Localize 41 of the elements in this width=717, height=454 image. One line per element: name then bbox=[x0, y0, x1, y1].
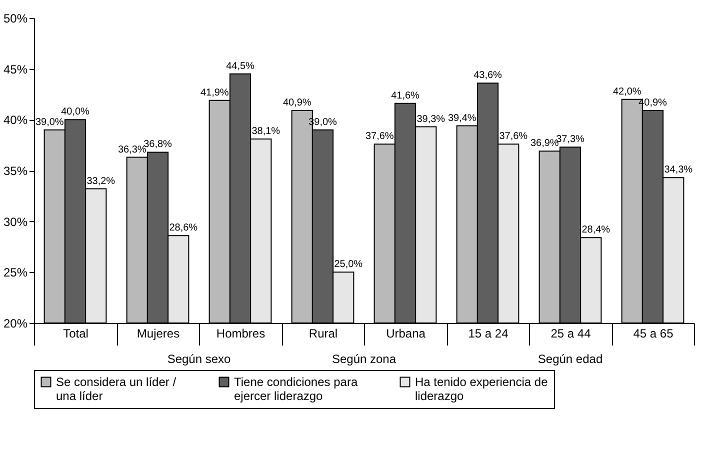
y-tick-label: 20% bbox=[3, 316, 28, 330]
data-label: 42,0% bbox=[612, 86, 642, 98]
data-label: 28,6% bbox=[169, 222, 198, 234]
y-tick-label: 45% bbox=[3, 62, 28, 76]
data-label: 25,0% bbox=[334, 259, 363, 270]
data-label: 41,6% bbox=[391, 90, 420, 102]
data-label: 39,4% bbox=[448, 112, 476, 124]
legend-label: Se considera un líder / una líder bbox=[56, 375, 177, 403]
x-tick-label: 25 a 44 bbox=[550, 326, 592, 340]
data-label: 40,0% bbox=[61, 106, 90, 118]
x-tick-label: 15 a 24 bbox=[468, 326, 509, 340]
x-tick-label: 45 a 65 bbox=[633, 326, 674, 340]
y-tick-label: 30% bbox=[3, 214, 28, 229]
data-label: 39,3% bbox=[416, 114, 446, 125]
data-label: 37,6% bbox=[365, 131, 394, 142]
x-tick-label: Hombres bbox=[216, 326, 266, 340]
data-label: 39,0% bbox=[35, 116, 64, 128]
x-tick-label: Mujeres bbox=[136, 326, 180, 340]
x-tick-label: Urbana bbox=[386, 326, 426, 340]
text: Según zona bbox=[332, 352, 396, 366]
y-tick-label: 50% bbox=[3, 12, 28, 26]
data-label: 43,6% bbox=[474, 70, 502, 82]
data-label: 37,6% bbox=[499, 131, 528, 142]
data-label: 40,9% bbox=[282, 98, 312, 109]
data-label: 41,9% bbox=[200, 87, 229, 98]
text: Según sexo bbox=[167, 352, 232, 366]
x-tick-label: Total bbox=[63, 326, 88, 340]
data-label: 28,4% bbox=[582, 224, 610, 236]
y-tick-label: 35% bbox=[3, 164, 28, 178]
text: Según edad bbox=[538, 352, 603, 366]
data-label: 38,1% bbox=[252, 126, 280, 137]
legend-label: Ha tenido experiencia de liderazgo bbox=[415, 375, 548, 403]
x-tick-label: Rural bbox=[308, 326, 338, 340]
data-label: 36,3% bbox=[118, 144, 146, 156]
legend-label: Tiene condiciones para ejercer liderazgo bbox=[234, 375, 358, 403]
y-tick-label: 25% bbox=[3, 266, 28, 280]
data-label: 33,2% bbox=[86, 176, 116, 187]
y-tick-label: 40% bbox=[3, 113, 28, 128]
data-label: 34,3% bbox=[664, 164, 693, 176]
data-label: 36,9% bbox=[530, 138, 559, 150]
data-label: 44,5% bbox=[226, 60, 255, 72]
